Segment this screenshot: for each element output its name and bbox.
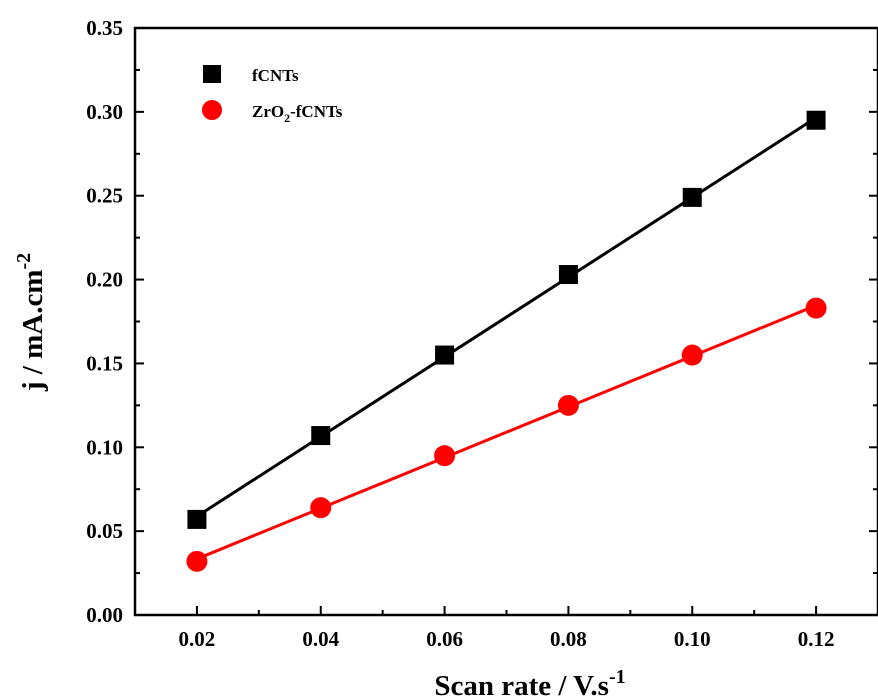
x-tick-label: 0.12 [798,627,835,651]
data-points [186,110,827,572]
y-axis-title: j / mA.cm-2 [13,253,49,392]
x-tick-label: 0.10 [674,627,711,651]
point-zro2-fcnts [557,394,579,416]
fit-lines [196,116,817,561]
plot-frame [133,26,878,617]
y-axis: 0.00 0.05 0.10 0.15 0.20 0.25 0.30 0.35 [86,16,878,627]
y-tick-label: 0.20 [86,268,123,292]
point-zro2-fcnts [310,497,332,519]
point-fcnts [558,265,578,285]
point-zro2-fcnts [805,297,827,319]
x-tick-label: 0.08 [550,627,587,651]
y-tick-label: 0.30 [86,100,123,124]
point-zro2-fcnts [186,550,208,572]
point-fcnts [682,187,702,207]
x-tick-label: 0.06 [426,627,463,651]
y-tick-label: 0.25 [86,184,123,208]
point-fcnts [311,426,331,446]
fit-line-fcnts [196,116,817,518]
x-tick-label: 0.04 [302,627,339,651]
y-tick-label: 0.10 [86,435,123,459]
y-tick-label: 0.35 [86,16,123,40]
legend-marker-fcnts [203,65,221,83]
fit-line-zro2-fcnts [196,304,817,561]
point-fcnts [187,509,207,529]
legend: fCNTs ZrO2-fCNTs [202,65,343,125]
legend-label-fcnts: fCNTs [252,66,299,85]
y-tick-label: 0.15 [86,351,123,375]
x-tick-label: 0.02 [179,627,216,651]
legend-marker-zro2-fcnts [202,100,222,120]
point-zro2-fcnts [681,344,703,366]
y-tick-label: 0.05 [86,519,123,543]
x-axis: 0.02 0.04 0.06 0.08 0.10 0.12 [134,606,878,651]
y-tick-label: 0.00 [86,603,123,627]
x-axis-title: Scan rate / V.s-1 [434,666,625,700]
legend-label-zro2-fcnts: ZrO2-fCNTs [252,102,343,125]
point-fcnts [806,110,826,130]
point-fcnts [435,345,455,365]
point-zro2-fcnts [434,445,456,467]
